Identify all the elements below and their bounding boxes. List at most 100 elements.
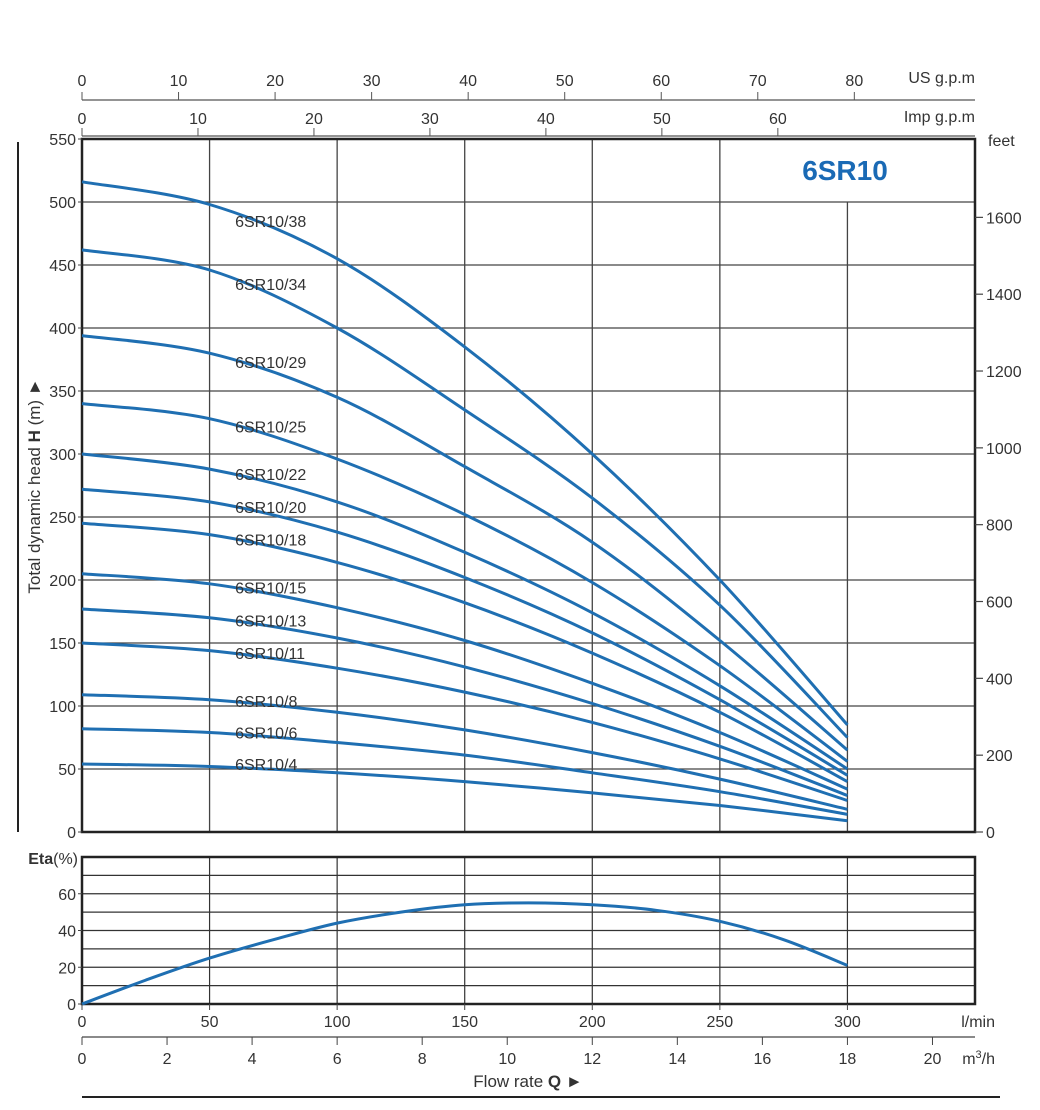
- curve-label: 6SR10/13: [235, 613, 306, 630]
- head-curve-6SR10-22: [81, 452, 849, 771]
- feet-tick-label: 1000: [986, 441, 1022, 458]
- feet-tick-label: 600: [986, 595, 1013, 612]
- head-curves: [81, 180, 849, 823]
- eta-axis-label-bold: Eta: [28, 851, 53, 868]
- head-curve-6SR10-38: [81, 180, 849, 726]
- imp-gpm-ticks: 0 10 20 30 40 50 60: [78, 111, 787, 136]
- head-tick-label: 100: [49, 699, 76, 716]
- head-curve-6SR10-8: [81, 693, 848, 811]
- imp-gpm-tick-label: 60: [769, 111, 787, 128]
- curve-label: 6SR10/34: [235, 277, 306, 294]
- eta-curve: [81, 901, 848, 1006]
- us-gpm-unit: US g.p.m: [908, 70, 975, 87]
- head-chart: 0 50 100 150 200 250 300 350 400 450 500 550 0 200 40…: [17, 132, 1022, 842]
- head-tick-label: 350: [49, 384, 76, 401]
- feet-tick-label: 800: [986, 518, 1013, 535]
- lmin-tick-label: 0: [78, 1014, 87, 1031]
- m3h-ticks: 0 2 4 6 8 10 12 14 16 18 20: [78, 1037, 942, 1068]
- lmin-tick-label: 200: [579, 1014, 606, 1031]
- head-curve-6SR10-13: [81, 607, 848, 797]
- head-curve-6SR10-4: [81, 762, 848, 823]
- us-gpm-ticks: 0 10 20 30 40 50 60 70 80: [78, 73, 863, 100]
- us-gpm-tick-label: 60: [652, 73, 670, 90]
- m3h-axis: 0 2 4 6 8 10 12 14 16 18 20 m3/h: [78, 1036, 995, 1068]
- head-curve-6SR10-15: [81, 572, 849, 791]
- feet-tick-label: 1600: [986, 210, 1022, 227]
- curve-label: 6SR10/38: [235, 214, 306, 231]
- head-tick-label: 450: [49, 258, 76, 275]
- imp-gpm-unit: Imp g.p.m: [904, 109, 975, 126]
- head-curve-6SR10-20: [81, 487, 849, 777]
- us-gpm-axis: 0 10 20 30 40 50 60 70 80 US g.p.m: [78, 70, 975, 101]
- head-axis-label-unit: (m) ►: [25, 378, 44, 430]
- m3h-tick-label: 20: [924, 1051, 942, 1068]
- curve-label: 6SR10/8: [235, 694, 297, 711]
- curve-label: 6SR10/25: [235, 419, 306, 436]
- head-plot-area: [82, 139, 975, 832]
- m3h-unit: m3/h: [962, 1049, 995, 1068]
- head-tick-label: 250: [49, 510, 76, 527]
- feet-tick-label: 0: [986, 825, 995, 842]
- m3h-tick-label: 0: [78, 1051, 87, 1068]
- lmin-unit: l/min: [961, 1014, 995, 1031]
- m3h-tick-label: 4: [248, 1051, 257, 1068]
- lmin-tick-label: 100: [324, 1014, 351, 1031]
- eta-tick-label: 60: [58, 887, 76, 904]
- curve-label: 6SR10/29: [235, 355, 306, 372]
- head-tick-label: 200: [49, 573, 76, 590]
- head-curve-6SR10-34: [81, 248, 849, 739]
- flow-rate-label: Flow rate Q ►: [473, 1072, 582, 1091]
- eta-left-ticks: 0 20 40 60: [58, 887, 82, 1014]
- imp-gpm-tick-label: 50: [653, 111, 671, 128]
- head-curve-6SR10-29: [81, 334, 849, 752]
- feet-tick-label: 200: [986, 748, 1013, 765]
- us-gpm-tick-label: 70: [749, 73, 767, 90]
- eta-tick-label: 40: [58, 924, 76, 941]
- m3h-tick-label: 2: [163, 1051, 172, 1068]
- curve-label: 6SR10/22: [235, 467, 306, 484]
- imp-gpm-tick-label: 10: [189, 111, 207, 128]
- flow-rate-text: Flow rate: [473, 1072, 548, 1091]
- curve-label: 6SR10/6: [235, 725, 297, 742]
- m3h-tick-label: 16: [753, 1051, 771, 1068]
- imp-gpm-axis: 0 10 20 30 40 50 60 Imp g.p.m: [78, 109, 975, 137]
- head-tick-label: 0: [67, 825, 76, 842]
- curve-label: 6SR10/15: [235, 581, 306, 598]
- head-axis-label-h: H: [25, 430, 44, 442]
- feet-tick-label: 400: [986, 671, 1013, 688]
- head-tick-label: 150: [49, 636, 76, 653]
- lmin-tick-label: 150: [451, 1014, 478, 1031]
- lmin-axis: 0 50 100 150 200 250 300 l/min: [78, 1004, 995, 1031]
- curve-label: 6SR10/4: [235, 757, 297, 774]
- curve-label: 6SR10/20: [235, 500, 306, 517]
- us-gpm-tick-label: 40: [459, 73, 477, 90]
- head-curve-6SR10-25: [81, 402, 849, 763]
- head-tick-label: 50: [58, 762, 76, 779]
- flow-rate-arrow: ►: [561, 1072, 583, 1091]
- curve-labels: 6SR10/38 6SR10/34 6SR10/29 6SR10/25 6SR10/22…: [235, 214, 306, 774]
- head-curve-6SR10-11: [81, 641, 848, 802]
- curve-label: 6SR10/18: [235, 533, 306, 550]
- us-gpm-tick-label: 20: [266, 73, 284, 90]
- eta-axis-label-unit: (%): [53, 851, 78, 868]
- flow-rate-q: Q: [548, 1072, 561, 1091]
- m3h-tick-label: 8: [418, 1051, 427, 1068]
- us-gpm-tick-label: 50: [556, 73, 574, 90]
- eta-tick-label: 20: [58, 960, 76, 977]
- m3h-unit-sup: 3: [976, 1049, 982, 1061]
- m3h-tick-label: 6: [333, 1051, 342, 1068]
- imp-gpm-tick-label: 40: [537, 111, 555, 128]
- head-plot-frame: [80, 137, 977, 834]
- imp-gpm-tick-label: 20: [305, 111, 323, 128]
- m3h-tick-label: 10: [498, 1051, 516, 1068]
- curve-label: 6SR10/11: [235, 646, 305, 663]
- lmin-tick-label: 250: [707, 1014, 734, 1031]
- m3h-tick-label: 12: [583, 1051, 601, 1068]
- eta-tick-label: 0: [67, 997, 76, 1014]
- feet-tick-label: 1200: [986, 364, 1022, 381]
- eta-axis-label: Eta(%): [28, 851, 78, 868]
- feet-ticks: 0 200 400 600 800 1000 1200 1400 1600: [975, 210, 1022, 842]
- lmin-ticks: 0 50 100 150 200 250 300: [78, 1004, 861, 1031]
- eta-grid: [82, 857, 975, 1004]
